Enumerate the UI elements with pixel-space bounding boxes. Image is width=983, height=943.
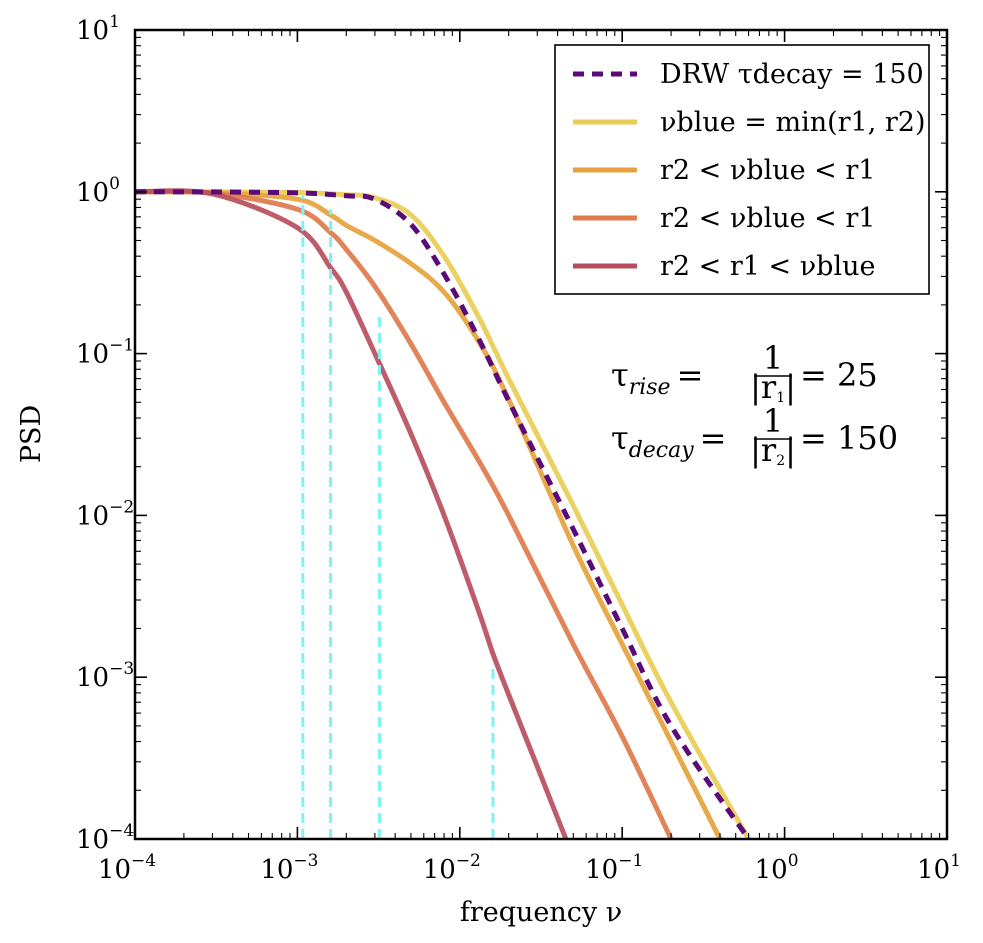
x-tick-label: 10−3 — [260, 851, 318, 885]
annotation-rise-den: |r1| — [750, 368, 796, 406]
annotation-decay-lhs: τdecay = — [611, 419, 726, 463]
vertical-marker-layer — [301, 195, 495, 839]
legend-label-2: νblue = min(r1, r2) — [660, 107, 926, 138]
annotation-decay-num: 1 — [763, 402, 783, 440]
annotation-tau-decay: τdecay = 1 |r2| = 150 — [611, 402, 898, 469]
annotation-rise-rhs: = 25 — [800, 356, 878, 394]
legend-label-1: DRW τdecay = 150 — [660, 59, 924, 90]
series-line-1 — [134, 189, 751, 841]
x-tick-label: 10−2 — [423, 851, 481, 885]
tick-label-layer: 10−4 10−3 10−2 10−1 100 101 10−4 10−3 10−2 10−1 10… — [76, 12, 961, 885]
x-tick-label: 101 — [917, 851, 961, 885]
annotation-decay-rhs: = 150 — [800, 419, 898, 457]
series-line-3 — [134, 189, 723, 841]
y-axis-label: PSD — [16, 405, 47, 463]
annotation-rise-num: 1 — [763, 339, 783, 377]
legend: DRW τdecay = 150 νblue = min(r1, r2) r2 < … — [554, 44, 930, 295]
series-layer — [134, 188, 751, 841]
y-tick-label: 100 — [76, 174, 120, 208]
annotation-decay-den: |r2| — [750, 431, 796, 469]
y-tick-label: 101 — [76, 12, 120, 46]
y-tick-label: 10−4 — [76, 821, 134, 855]
x-tick-label: 10−1 — [585, 851, 643, 885]
series-line-4 — [134, 188, 674, 841]
y-tick-label: 10−3 — [76, 659, 134, 693]
legend-items: DRW τdecay = 150 νblue = min(r1, r2) r2 < … — [573, 59, 926, 282]
annotation-tau-rise: τrise = 1 |r1| = 25 — [611, 339, 878, 406]
x-axis-label: frequency ν — [460, 897, 622, 928]
x-tick-label: 10−4 — [98, 851, 156, 885]
series-line-5 — [134, 188, 569, 840]
y-tick-label: 10−1 — [76, 336, 134, 370]
y-tick-label: 10−2 — [76, 497, 134, 531]
tick-layer — [134, 29, 948, 840]
legend-label-5: r2 < r1 < νblue — [660, 251, 875, 282]
annotation-rise-lhs: τrise = — [611, 356, 703, 400]
x-tick-label: 100 — [755, 851, 799, 885]
legend-label-4: r2 < νblue < r1 — [660, 203, 875, 234]
plot-frame — [133, 28, 949, 841]
legend-label-3: r2 < νblue < r1 — [660, 155, 875, 186]
